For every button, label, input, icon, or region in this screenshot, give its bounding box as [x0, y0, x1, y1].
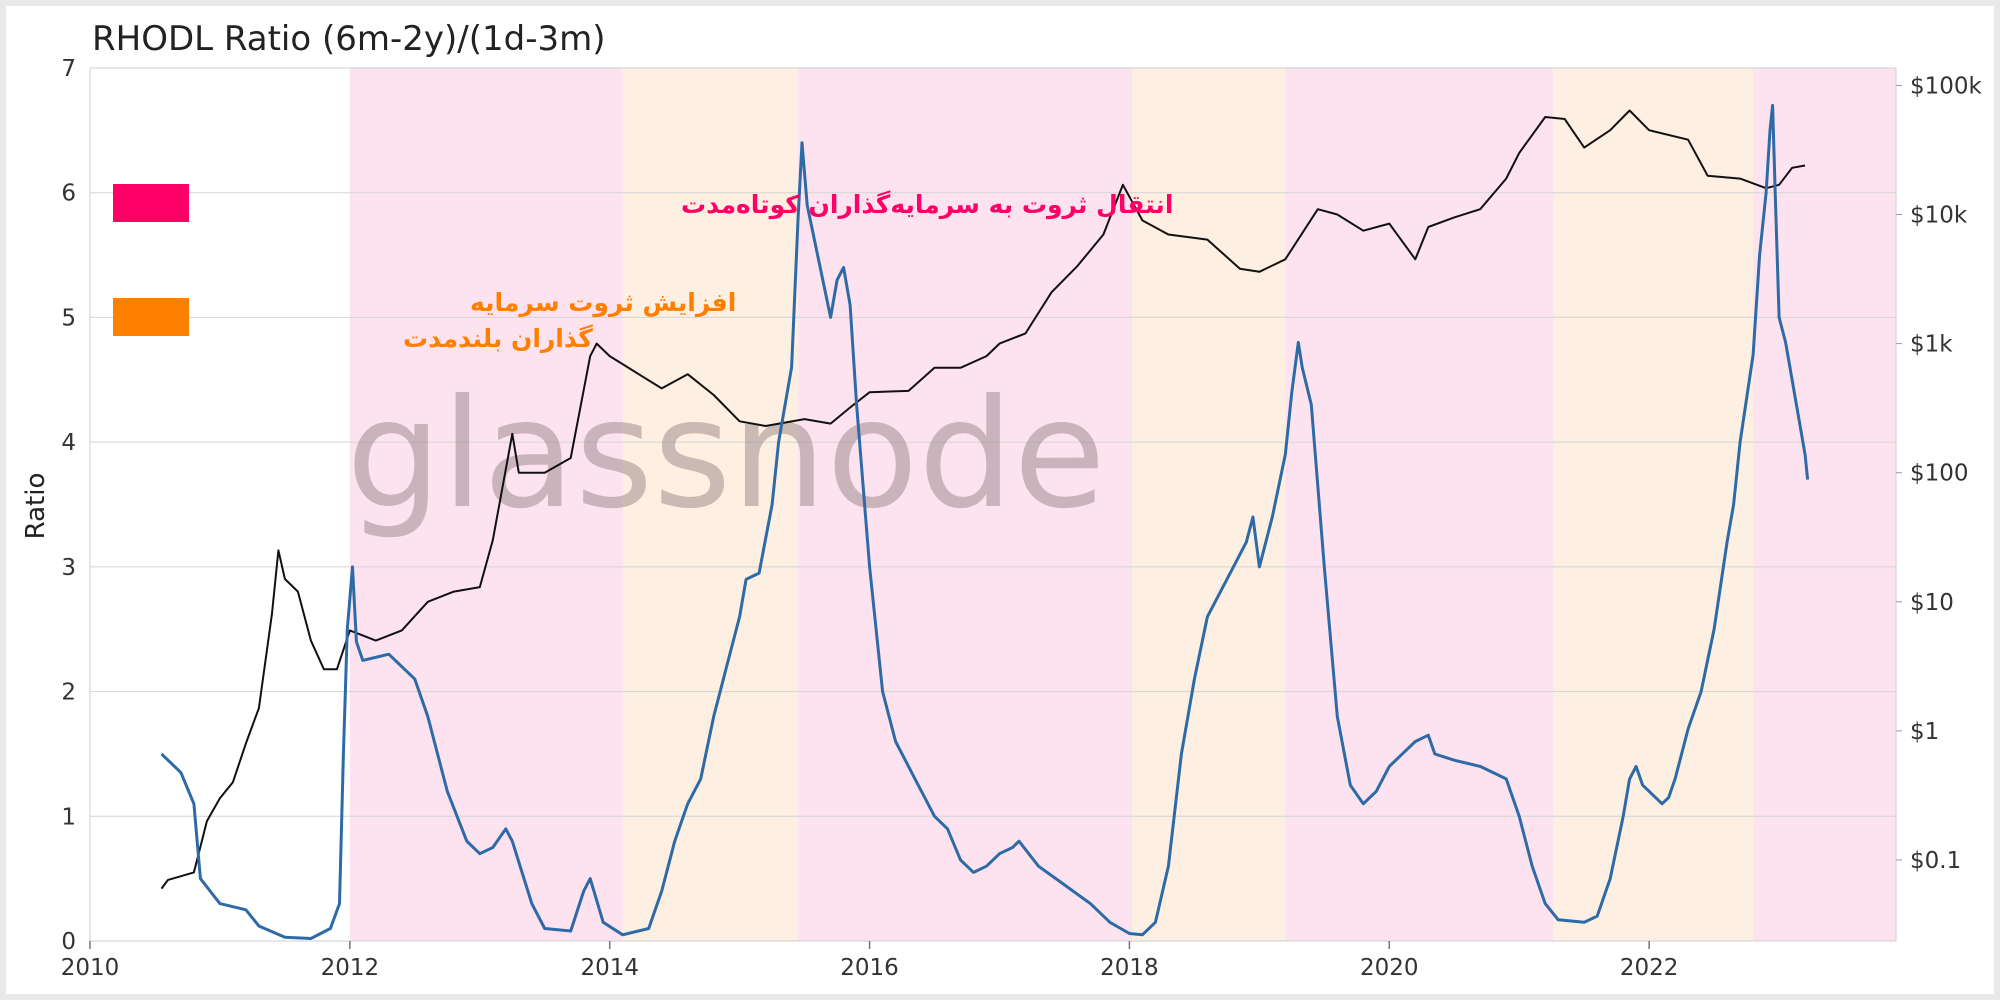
band-short_term-0	[349, 68, 623, 941]
right-tick-label-5: $10k	[1910, 203, 1968, 229]
x-axis: 2010 2012 2014 2016 2018 2020 2022	[61, 941, 1679, 981]
y-axis-label: Ratio	[21, 473, 51, 540]
y-tick-label-3: 3	[61, 555, 76, 581]
band-short_term-4	[1285, 68, 1553, 941]
chart-title: RHODL Ratio (6m-2y)/(1d-3m)	[92, 19, 606, 59]
legend-swatch-long-term	[113, 298, 189, 336]
right-tick-label-2: $10	[1910, 590, 1954, 616]
x-tick-label-2020: 2020	[1360, 955, 1419, 981]
x-tick-label-2012: 2012	[321, 955, 380, 981]
y-tick-label-4: 4	[61, 430, 76, 456]
y-tick-label-1: 1	[61, 804, 76, 830]
phase-bands	[349, 68, 1896, 941]
legend-label-short-term: انتقال ثروت به سرمایه‌گذاران کوتاه‌مدت	[681, 190, 1173, 220]
legend-swatch-short-term	[113, 184, 189, 222]
plot-border	[89, 67, 1897, 942]
right-tick-label-3: $100	[1910, 461, 1969, 487]
band-long_term-1	[622, 68, 799, 941]
rhodl-ratio-line	[160, 103, 1810, 940]
legend-label-long-term-line1: افزایش ثروت سرمایه	[470, 288, 736, 318]
right-tick-label-4: $1k	[1910, 332, 1953, 358]
x-tick-label-2016: 2016	[840, 955, 899, 981]
band-short_term-2	[798, 68, 1133, 941]
y-tick-label-6: 6	[61, 181, 76, 207]
y-tick-label-0: 0	[61, 929, 76, 955]
y-tick-label-2: 2	[61, 680, 76, 706]
y-tick-label-5: 5	[61, 305, 76, 331]
band-long_term-5	[1552, 68, 1754, 941]
band-long_term-3	[1132, 68, 1286, 941]
series-layer	[160, 103, 1810, 940]
watermark: glassnode	[346, 368, 1105, 542]
price-line	[160, 109, 1806, 890]
y-tick-label-7: 7	[61, 56, 76, 82]
right-tick-label-1: $1	[1910, 719, 1939, 745]
left-axis: 0 1 2 3 4 5 6 7	[61, 56, 76, 955]
right-axis: $0.1 $1 $10 $100 $1k $10k $100k	[1896, 73, 1983, 874]
right-tick-label-0: $0.1	[1910, 848, 1961, 874]
x-tick-label-2018: 2018	[1100, 955, 1159, 981]
right-tick-label-6: $100k	[1910, 73, 1983, 99]
x-tick-label-2010: 2010	[61, 955, 120, 981]
x-tick-label-2014: 2014	[580, 955, 639, 981]
x-tick-label-2022: 2022	[1620, 955, 1679, 981]
legend-label-long-term-line2: گذاران بلندمدت	[403, 324, 593, 353]
